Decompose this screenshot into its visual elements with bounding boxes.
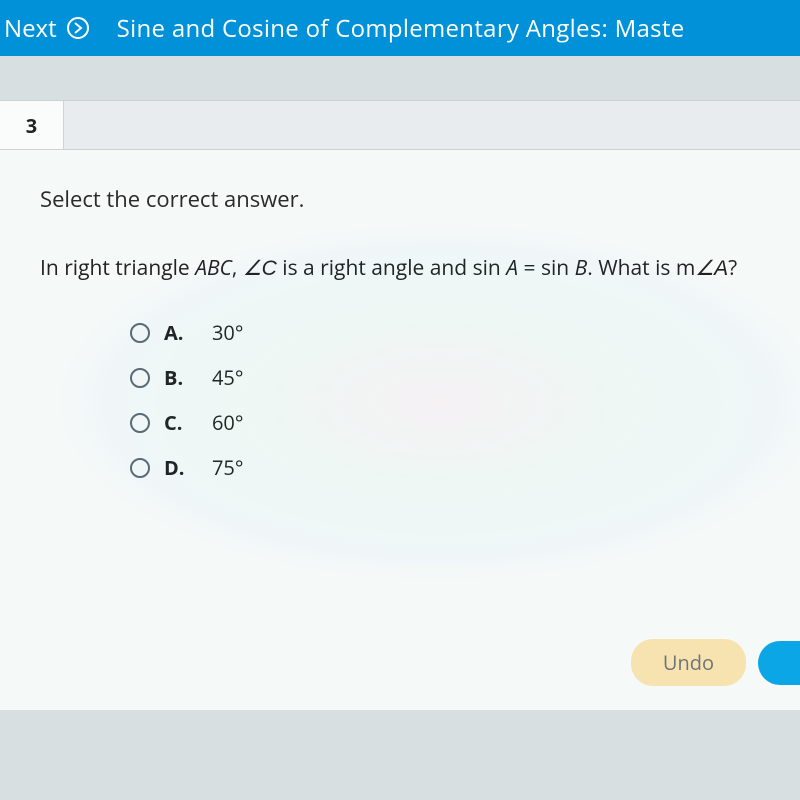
radio-icon[interactable] <box>130 458 150 478</box>
next-pill-button[interactable] <box>758 641 800 685</box>
stem-a: A <box>506 254 518 282</box>
arrow-right-circle-icon <box>67 17 89 39</box>
question-stem: In right triangle ABC, ∠C is a right ang… <box>40 254 770 283</box>
choice-c[interactable]: C. 60° <box>130 409 770 436</box>
choice-value: 75° <box>212 454 243 481</box>
stem-b: B <box>575 254 588 282</box>
next-label: Next <box>4 12 57 45</box>
tab-question-3[interactable]: 3 <box>0 101 64 149</box>
next-button[interactable]: Next <box>4 12 117 45</box>
question-content: Select the correct answer. In right tria… <box>0 150 800 710</box>
header-bar: Next Sine and Cosine of Complementary An… <box>0 0 800 56</box>
choice-b[interactable]: B. 45° <box>130 364 770 391</box>
choice-letter: A. <box>164 319 192 346</box>
answer-choices: A. 30° B. 45° C. 60° D. 75° <box>130 319 770 481</box>
question-tabbar: 3 <box>0 100 800 150</box>
radio-icon[interactable] <box>130 368 150 388</box>
radio-icon[interactable] <box>130 323 150 343</box>
radio-icon[interactable] <box>130 413 150 433</box>
action-bar: Undo <box>631 639 800 686</box>
stem-text: ? <box>728 254 737 282</box>
stem-text: = sin <box>518 254 575 282</box>
stem-text: . What is m <box>587 254 695 282</box>
stem-text: is a right angle and sin <box>277 254 506 282</box>
undo-button[interactable]: Undo <box>631 639 746 686</box>
choice-a[interactable]: A. 30° <box>130 319 770 346</box>
choice-letter: C. <box>164 409 192 436</box>
choice-d[interactable]: D. 75° <box>130 454 770 481</box>
angle-a: ∠A <box>695 257 728 280</box>
choice-value: 30° <box>212 319 243 346</box>
page-title: Sine and Cosine of Complementary Angles:… <box>117 12 685 45</box>
instruction-text: Select the correct answer. <box>40 184 770 214</box>
stem-abc: ABC <box>195 254 232 282</box>
choice-value: 45° <box>212 364 243 391</box>
stem-text: In right triangle <box>40 254 195 282</box>
choice-letter: D. <box>164 454 192 481</box>
angle-c: ∠C <box>243 257 277 280</box>
stem-text: , <box>232 254 243 282</box>
choice-value: 60° <box>212 409 243 436</box>
choice-letter: B. <box>164 364 192 391</box>
